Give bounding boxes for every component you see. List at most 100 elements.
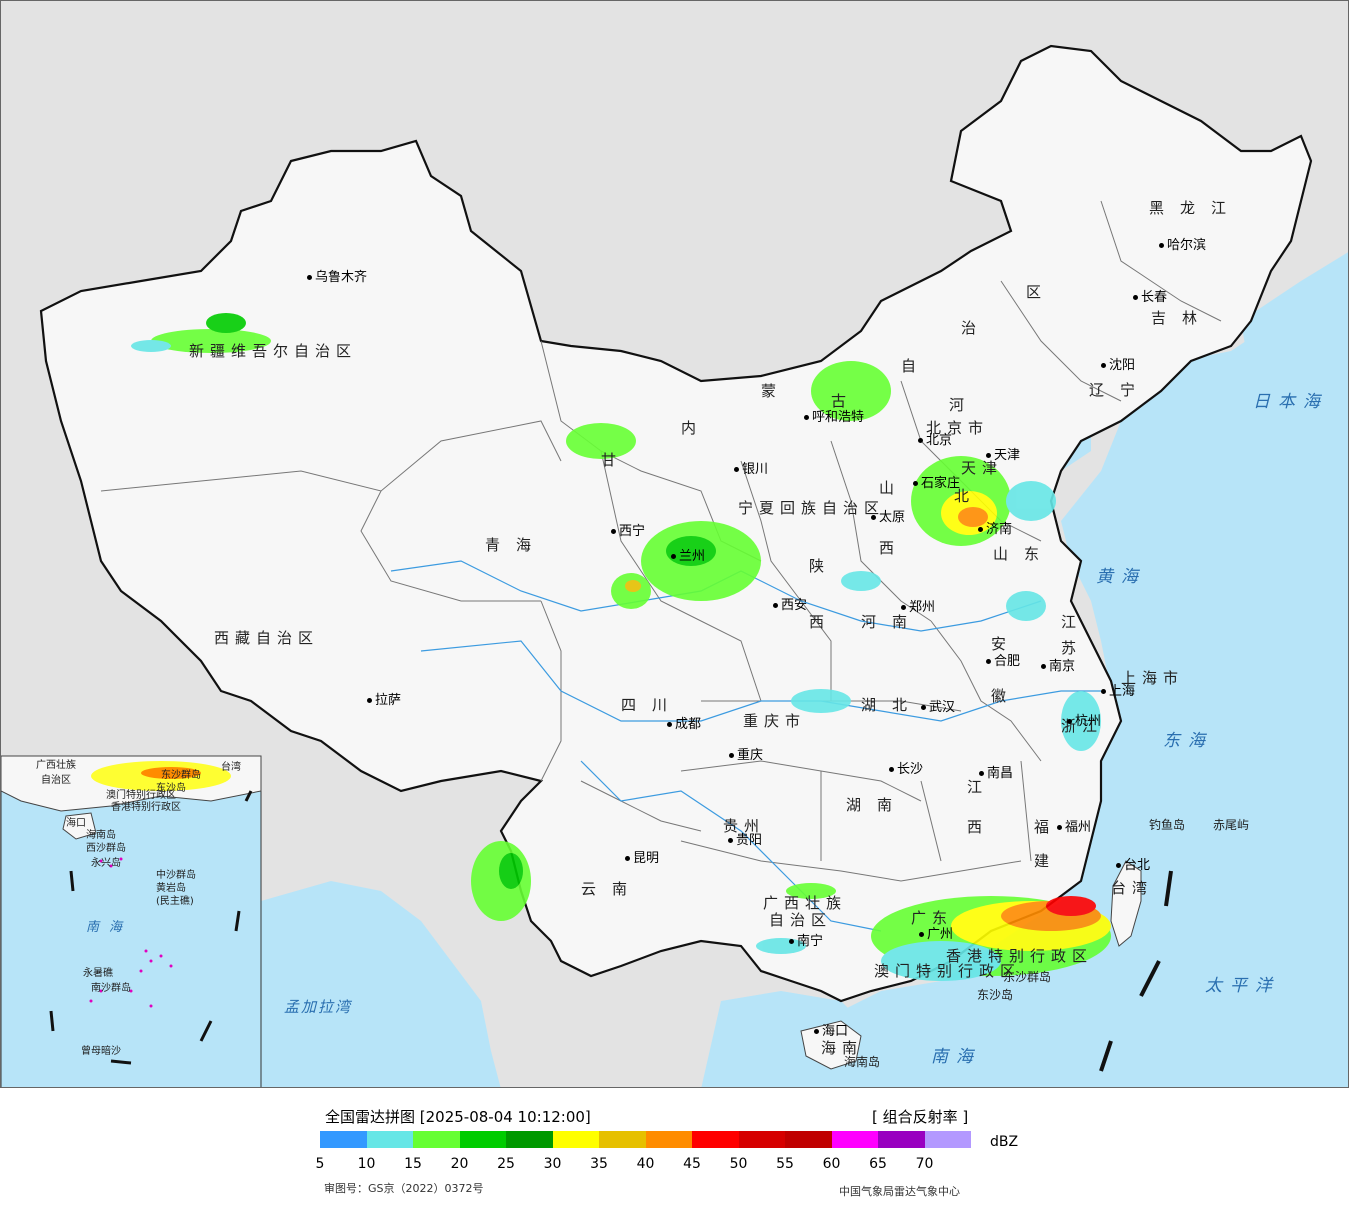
inset-label: 台湾 — [221, 762, 241, 773]
inset-label: 曾母暗沙 — [81, 1046, 121, 1057]
inset-label: 海南岛 — [86, 830, 116, 841]
province-label: 山 — [879, 479, 911, 497]
province-label: 北 — [954, 487, 986, 505]
province-label: 山东 — [993, 545, 1056, 563]
sea-label: 南海 — [931, 1047, 981, 1067]
province-label: 西 — [809, 613, 841, 631]
colorbar-tick-label: 65 — [869, 1156, 887, 1172]
legend-area: 全国雷达拼图 [2025-08-04 10:12:00] [ 组合反射率 ] d… — [0, 1088, 1349, 1208]
maritime-boundary — [1099, 870, 1173, 1072]
city-label: 西安 — [773, 599, 807, 612]
province-label: 贵州 — [723, 817, 766, 835]
colorbar-tick-label: 5 — [315, 1156, 325, 1172]
legend-unit: dBZ — [990, 1134, 1019, 1150]
inset-label: 西沙群岛 — [86, 843, 126, 854]
province-label: 区 — [1026, 283, 1058, 301]
city-label: 西宁 — [611, 525, 645, 538]
colorbar-swatch — [366, 1131, 413, 1148]
province-label: 建 — [1034, 852, 1066, 870]
province-label: 宁夏回族自治区 — [738, 499, 886, 517]
city-label: 兰州 — [671, 550, 705, 563]
city-label: 上海 — [1101, 685, 1135, 698]
inset-label: 黄岩岛 — [156, 883, 186, 894]
city-label: 合肥 — [986, 655, 1020, 668]
inset-label: 广西壮族 — [36, 760, 76, 771]
colorbar-swatch — [645, 1131, 692, 1148]
city-label: 海口 — [814, 1025, 848, 1038]
province-label: 天津 — [961, 459, 1004, 477]
colorbar-swatch — [785, 1131, 832, 1148]
province-label: 四川 — [621, 696, 684, 714]
city-label: 乌鲁木齐 — [307, 271, 367, 284]
province-label: 澳门特别行政区 — [874, 962, 1022, 980]
province-label: 徽 — [991, 687, 1023, 705]
city-label: 重庆 — [729, 749, 763, 762]
city-label: 沈阳 — [1101, 359, 1135, 372]
city-label: 福州 — [1057, 821, 1091, 834]
province-label: 自 — [901, 357, 933, 375]
city-label: 太原 — [871, 511, 905, 524]
province-label: 福 — [1034, 818, 1066, 836]
city-label: 哈尔滨 — [1159, 239, 1206, 252]
province-label: 香港特别行政区 — [946, 947, 1094, 965]
province-label: 蒙 — [761, 382, 793, 400]
inset-label: 永暑礁 — [83, 968, 113, 979]
colorbar-swatch — [506, 1131, 553, 1148]
inset-label: 香港特别行政区 — [111, 802, 181, 813]
city-label: 长沙 — [889, 763, 923, 776]
city-label: 天津 — [986, 449, 1020, 462]
province-label: 台湾 — [1111, 879, 1154, 897]
colorbar-tick-label: 45 — [683, 1156, 701, 1172]
island-label: 海南岛 — [844, 1055, 881, 1069]
province-label: 海南 — [821, 1039, 864, 1057]
city-label: 南宁 — [789, 935, 823, 948]
city-label: 昆明 — [625, 852, 659, 865]
province-label: 湖北 — [861, 696, 924, 714]
city-label: 杭州 — [1067, 715, 1101, 728]
sea-label: 黄海 — [1096, 567, 1146, 587]
colorbar-tick-label: 40 — [636, 1156, 655, 1172]
colorbar-tick-label: 15 — [404, 1156, 422, 1172]
map-producer: 中国气象局雷达气象中心 — [839, 1185, 960, 1198]
city-label: 成都 — [667, 718, 701, 731]
province-label: 江 — [1061, 613, 1093, 631]
inset-label: 海口 — [66, 818, 86, 829]
legend-title: 全国雷达拼图 [2025-08-04 10:12:00] — [325, 1108, 591, 1126]
colorbar-swatch — [552, 1131, 599, 1148]
map-canvas — [1, 1, 1348, 1087]
colorbar — [320, 1131, 971, 1148]
inset-label: 中沙群岛 — [156, 870, 196, 881]
province-label: 上海市 — [1121, 669, 1185, 687]
colorbar-swatch — [831, 1131, 878, 1148]
province-label: 内 — [681, 419, 713, 437]
colorbar-swatch — [413, 1131, 460, 1148]
city-label: 济南 — [978, 523, 1012, 536]
inset-label: 南沙群岛 — [91, 983, 131, 994]
inset-label: 东沙群岛 — [161, 770, 201, 781]
legend-product: [ 组合反射率 ] — [872, 1108, 969, 1126]
city-label: 台北 — [1116, 859, 1150, 872]
province-label: 广西壮族 — [763, 894, 848, 912]
city-label: 武汉 — [921, 701, 955, 714]
colorbar-tick-label: 70 — [915, 1156, 934, 1172]
sea-label: 太平洋 — [1205, 976, 1280, 996]
inset-label: (民主礁) — [156, 896, 194, 907]
colorbar-swatch — [878, 1131, 925, 1148]
city-label: 北京 — [918, 434, 952, 447]
city-label: 石家庄 — [913, 477, 960, 490]
province-label: 西 — [879, 539, 911, 557]
city-label: 南昌 — [979, 767, 1013, 780]
colorbar-swatch — [692, 1131, 739, 1148]
colorbar-swatch — [924, 1131, 971, 1148]
sea-label: 日本海 — [1253, 392, 1328, 412]
inset-label: 永兴岛 — [91, 858, 121, 869]
province-label: 辽宁 — [1089, 381, 1152, 399]
colorbar-swatch — [738, 1131, 785, 1148]
province-label: 苏 — [1061, 639, 1093, 657]
province-label: 安 — [991, 635, 1023, 653]
province-label: 重庆市 — [743, 712, 807, 730]
city-label: 南京 — [1041, 660, 1075, 673]
colorbar-tick-label: 10 — [357, 1156, 376, 1172]
province-label: 新疆维吾尔自治区 — [189, 342, 358, 360]
city-label: 长春 — [1133, 291, 1167, 304]
